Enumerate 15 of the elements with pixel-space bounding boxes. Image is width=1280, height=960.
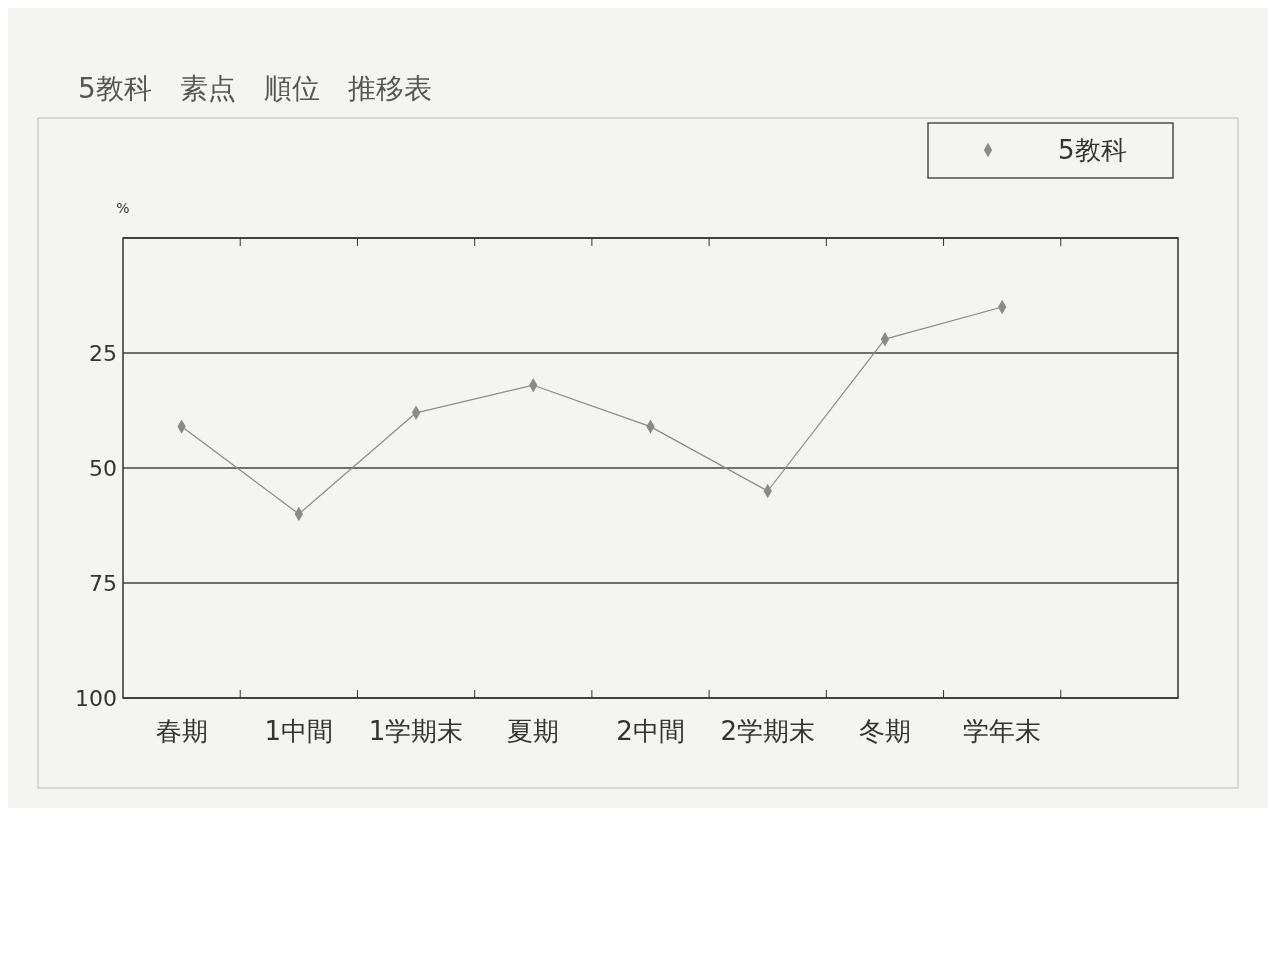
x-tick-label: 冬期: [858, 716, 911, 746]
text: 5教科: [1058, 135, 1127, 166]
y-tick-label: 50: [89, 455, 117, 481]
y-axis-title: %: [116, 200, 130, 216]
y-tick-label: 25: [89, 340, 117, 366]
x-tick-label: 2学期末: [720, 716, 815, 746]
x-tick-label: 2中間: [616, 716, 685, 746]
y-tick-label: 75: [89, 570, 117, 596]
x-tick-label: 夏期: [507, 716, 560, 746]
x-tick-label: 学年末: [963, 716, 1042, 746]
x-tick-label: 春期: [155, 716, 208, 746]
x-tick-label: 1中間: [264, 716, 334, 746]
x-tick-label: 1学期末: [368, 716, 464, 746]
y-tick-label: 100: [75, 685, 117, 711]
chart-title: 5教科 素点 順位 推移表: [78, 72, 432, 105]
